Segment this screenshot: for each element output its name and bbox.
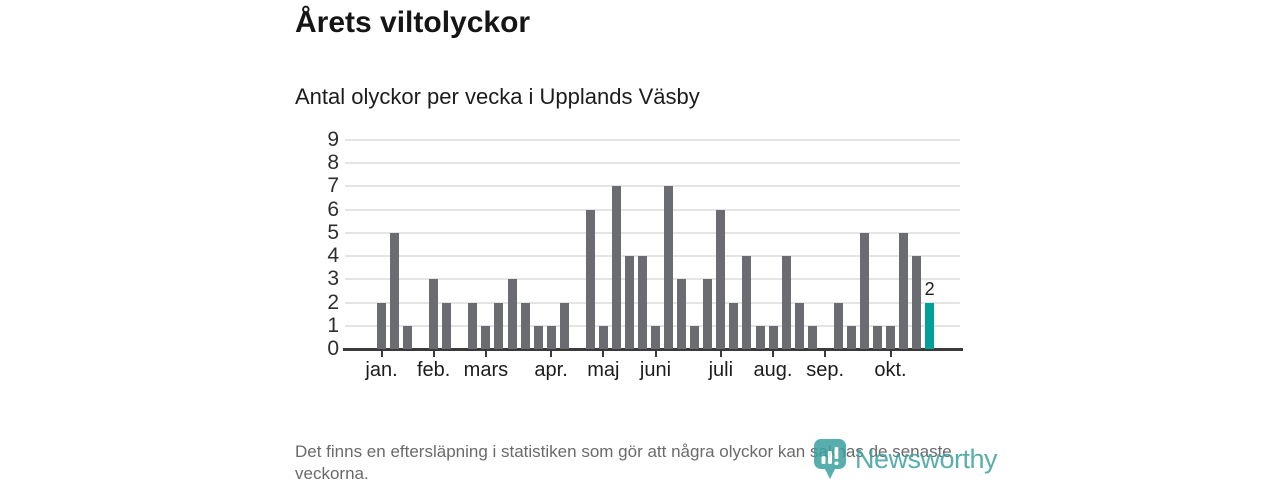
month-tick [824,351,827,357]
bar [390,232,400,349]
bar [781,256,791,349]
bar [899,232,908,349]
last-value-label: 2 [924,278,935,299]
y-axis-label: 0 [327,337,339,360]
month-label: feb. [417,359,451,381]
bar-highlighted-latest-week [925,302,935,349]
bar [585,209,595,349]
bar [625,256,634,349]
month-tick [432,351,435,357]
month-label: jan. [365,359,398,381]
bar [742,256,752,349]
bar [494,302,504,349]
bar [611,186,621,349]
newsworthy-wordmark: Newsworthy [855,444,998,474]
bar [677,279,687,349]
gridline [345,185,960,188]
month-tick [719,351,722,357]
y-axis-label: 3 [327,267,339,291]
newsworthy-logo: Newsworthy [813,438,998,480]
y-axis-label: 9 [327,128,339,151]
gridline [345,162,960,165]
bar [755,325,765,349]
chart-subtitle: Antal olyckor per vecka i Upplands Väsby [295,84,700,109]
y-axis-label: 1 [327,313,339,337]
month-label: aug. [753,359,793,381]
bar [507,279,517,349]
month-label: juli [708,359,734,381]
y-axis-label: 7 [327,174,339,198]
bar [651,325,660,349]
bar [794,302,804,349]
bar [729,302,739,349]
newsworthy-icon [814,439,846,479]
bar [520,302,530,349]
gridline [345,301,960,304]
month-tick [380,351,383,357]
month-label: juni [639,359,672,381]
bar [638,256,647,349]
y-axis-label: 6 [327,197,339,221]
y-axis-label: 5 [327,220,339,244]
bar [533,325,543,349]
y-axis-label: 2 [327,290,339,314]
y-axis-label: 8 [327,151,339,175]
x-axis-line [343,348,963,351]
bar [912,256,922,349]
gridline [345,208,960,211]
bar [859,232,869,349]
month-label: sep. [806,359,845,381]
month-tick [550,351,553,357]
month-label: mars [463,359,509,381]
bar [716,209,726,349]
y-axis-label: 4 [327,244,339,268]
bar [807,325,817,349]
bar [377,302,386,349]
bar [598,325,608,349]
footnote: Det finns en eftersläpning i statistiken… [295,442,952,480]
month-tick [602,351,605,357]
gridline [345,255,960,258]
month-tick [654,351,657,357]
bar [546,325,556,349]
gridline [345,278,960,281]
gridline [345,139,960,141]
bar [481,325,491,349]
gridline [345,231,960,234]
month-tick [484,351,487,357]
bar [468,302,478,349]
bar [403,325,413,349]
bar [429,279,439,349]
page-title: Årets viltolyckor [295,6,531,39]
bar [768,325,778,349]
bar [442,302,452,349]
bar [886,325,895,349]
bar [690,325,700,349]
bar [846,325,856,349]
month-label: maj [587,359,620,381]
month-tick [889,351,892,357]
bar [872,325,882,349]
month-label: okt. [874,359,907,381]
month-label: apr. [534,359,568,381]
month-tick [772,351,774,357]
bar [703,279,713,349]
bar [559,302,569,349]
bar [833,302,843,349]
bar [664,186,674,349]
